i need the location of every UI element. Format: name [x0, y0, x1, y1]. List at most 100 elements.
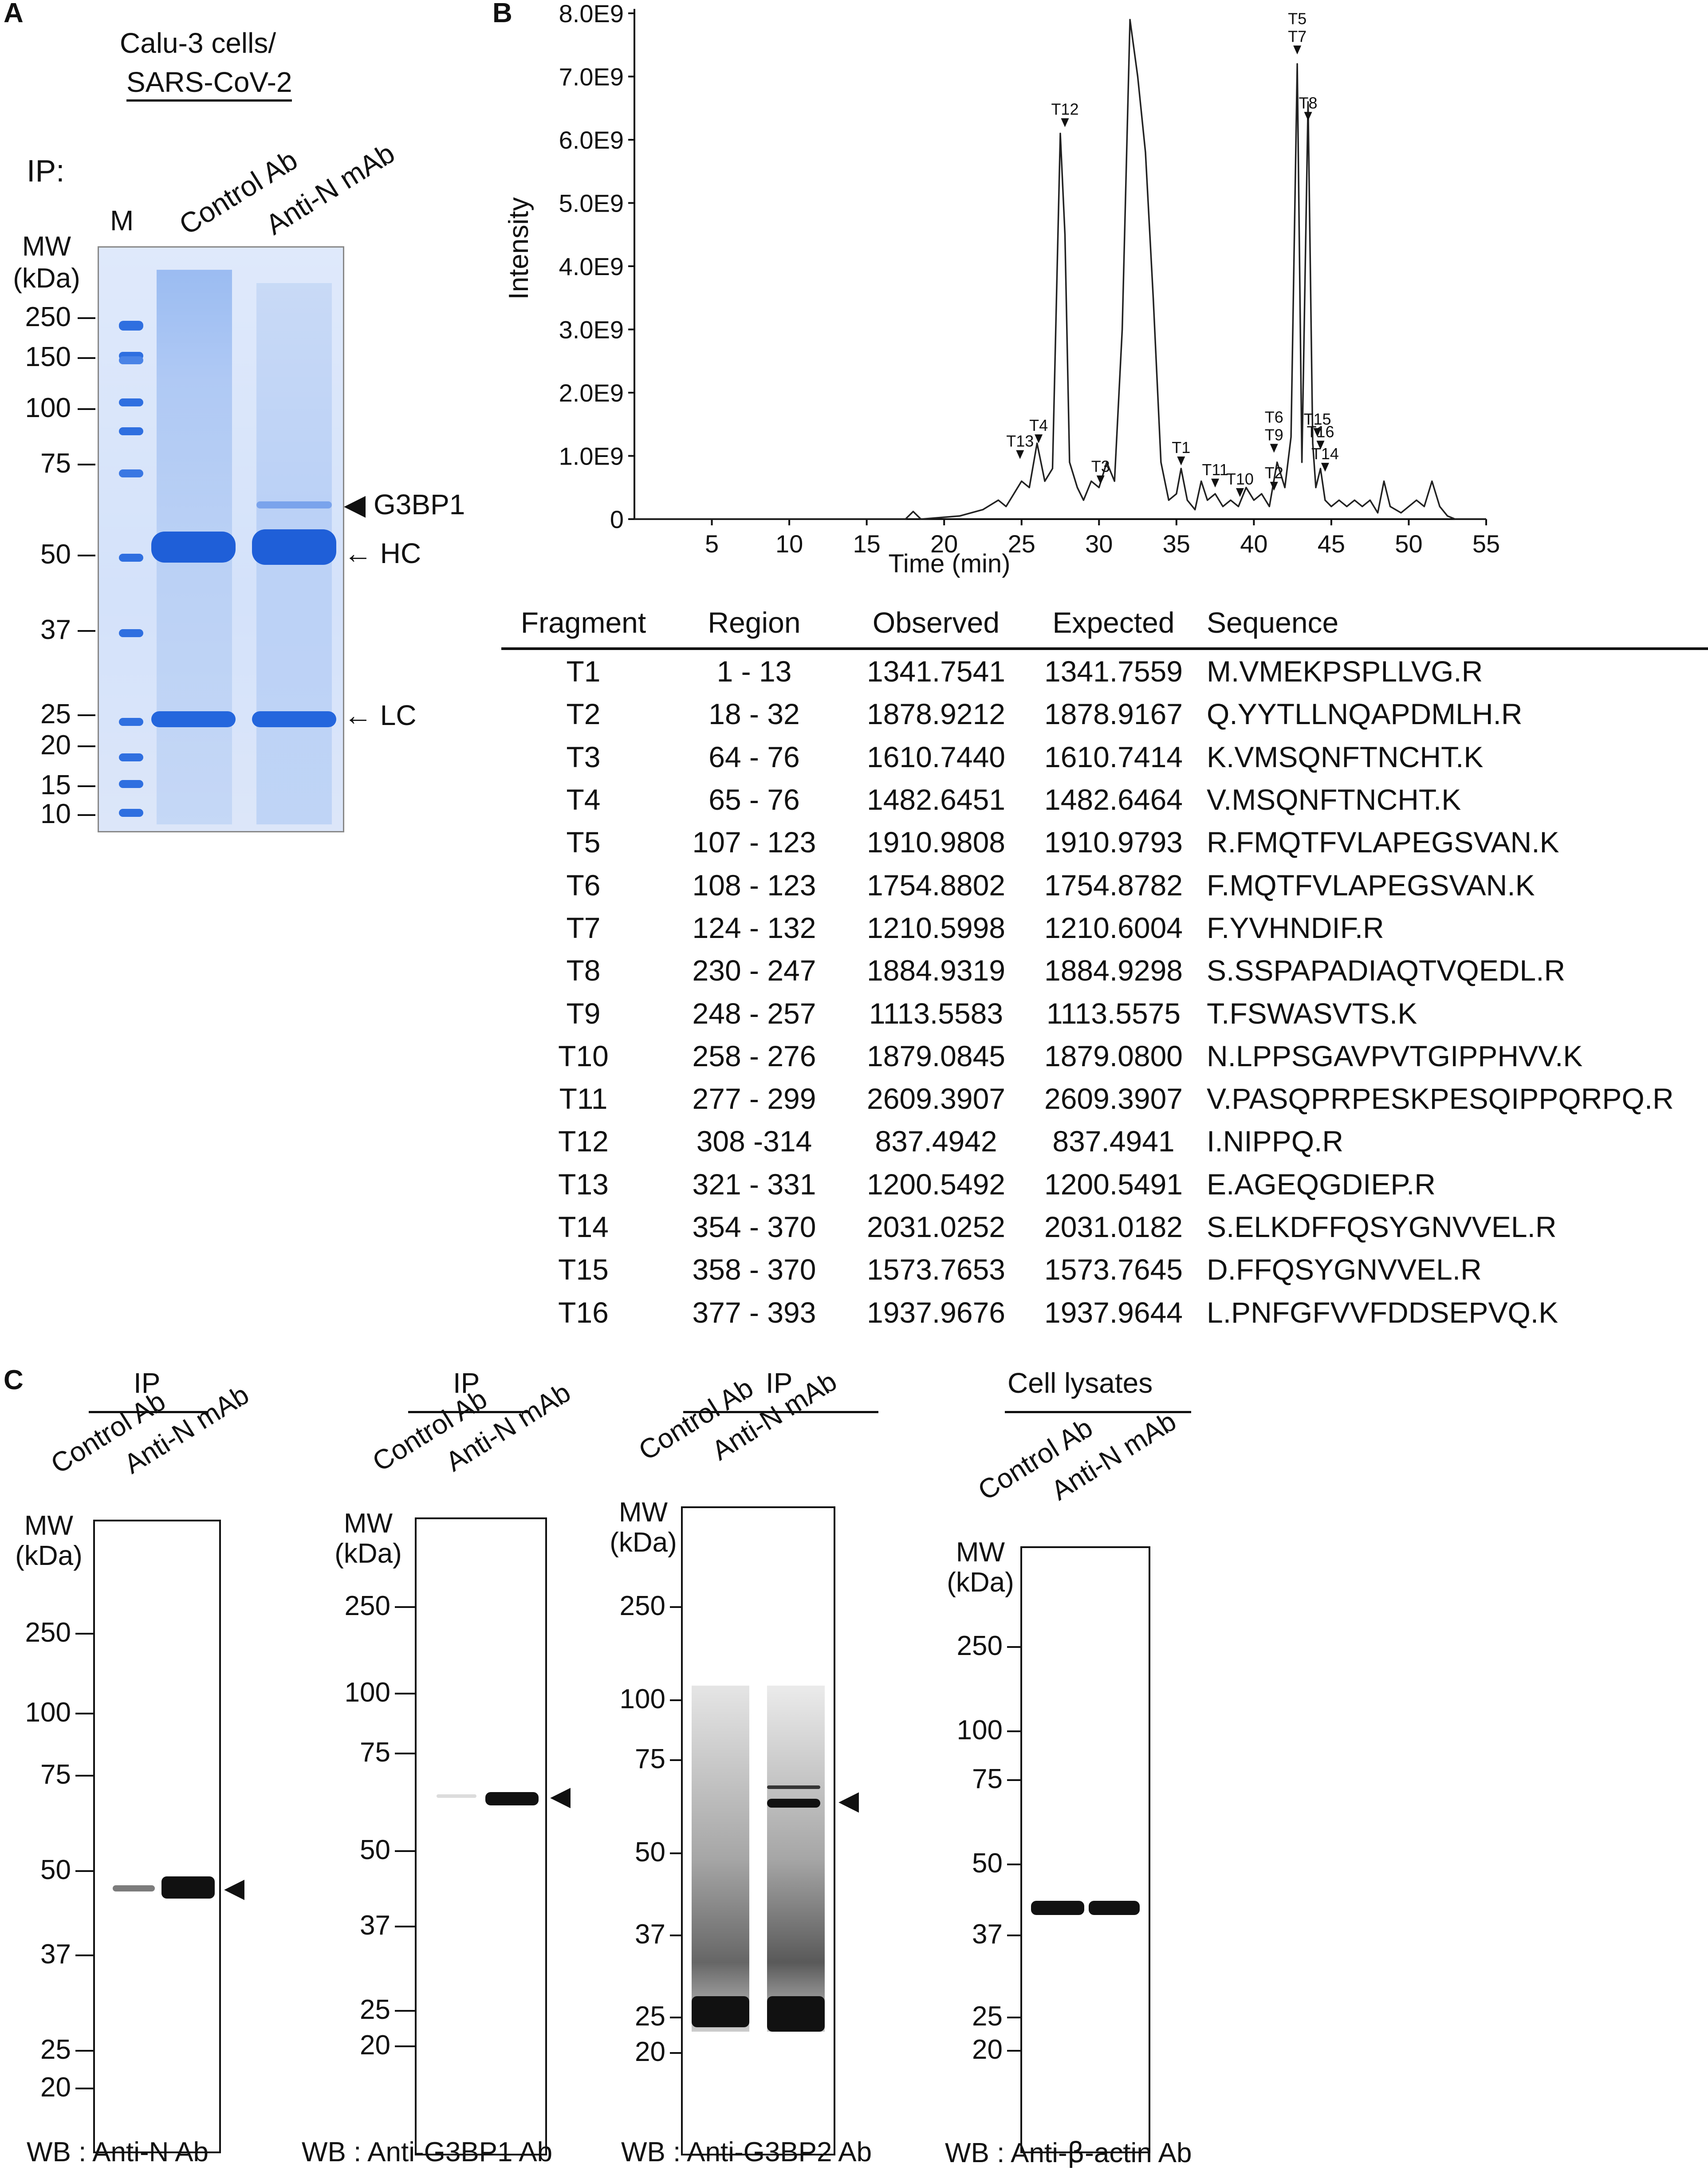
- protein-band: [1089, 1901, 1140, 1915]
- lane-smear: [767, 1686, 825, 2032]
- peak-marker-icon: [1304, 112, 1312, 121]
- table-cell: 248 - 257: [692, 997, 816, 1030]
- panel-a-lane-m: M: [110, 205, 134, 236]
- table-cell: T13: [558, 1167, 609, 1201]
- x-tick-label: 40: [1240, 530, 1267, 558]
- table-cell: 277 - 299: [692, 1082, 816, 1115]
- mw-title-line2: (kDa): [947, 1567, 1014, 1598]
- panel-a-mw-tick: [78, 555, 95, 556]
- mw-label: 50: [635, 1837, 665, 1868]
- blot-header-line: [89, 1411, 209, 1413]
- protein-band: [767, 1785, 820, 1789]
- panel-a-mw-tick: [78, 814, 95, 816]
- mw-tick: [395, 1850, 415, 1852]
- hc-annotation: ← HC: [344, 537, 421, 570]
- table-cell: T9: [566, 997, 601, 1030]
- panel-a-ip-label: IP:: [27, 154, 65, 188]
- table-cell: 321 - 331: [692, 1167, 816, 1201]
- table-cell: T5: [566, 826, 601, 859]
- blot-membrane: [681, 1506, 835, 2155]
- blot-membrane: [415, 1517, 547, 2155]
- table-cell: 1910.9808: [867, 826, 1005, 859]
- mw-tick: [1007, 1730, 1020, 1732]
- mw-title: MW (kDa): [603, 1497, 683, 1558]
- x-tick-label: 15: [853, 530, 880, 558]
- panel-a-mw-label: 25: [40, 699, 71, 729]
- mw-label: 25: [972, 2001, 1003, 2032]
- table-header: Sequence: [1198, 606, 1708, 650]
- mw-label: 100: [956, 1715, 1003, 1746]
- wb-label: WB : Anti-β-actin Ab: [945, 2136, 1192, 2169]
- panel-c-letter: C: [4, 1365, 24, 1395]
- table-header: Region: [665, 606, 843, 650]
- table-cell: S.SSPAPADIAQTVQEDL.R: [1207, 954, 1566, 987]
- mw-tick: [670, 1606, 681, 1608]
- table-cell: 1573.7653: [867, 1253, 1005, 1286]
- peak-label: T14: [1311, 445, 1339, 463]
- table-cell: 258 - 276: [692, 1039, 816, 1072]
- mw-tick: [395, 1753, 415, 1754]
- mw-label: 50: [360, 1835, 390, 1865]
- peak-label: T11: [1202, 461, 1228, 479]
- protein-band: [485, 1792, 539, 1805]
- mw-label: 37: [635, 1919, 665, 1950]
- mw-tick: [75, 1775, 93, 1777]
- table-cell: 1482.6464: [1044, 783, 1183, 816]
- table-cell: 358 - 370: [692, 1253, 816, 1286]
- peak-marker-icon: [1270, 481, 1278, 491]
- table-cell: T11: [559, 1082, 608, 1115]
- table-cell: 1754.8802: [867, 868, 1005, 902]
- mw-label: 250: [25, 1617, 71, 1648]
- table-cell: 1573.7645: [1044, 1253, 1183, 1286]
- panel-a-mw-tick: [78, 464, 95, 465]
- mw-title-line2: (kDa): [15, 1541, 83, 1571]
- table-cell: 1884.9298: [1044, 954, 1183, 987]
- table-cell: 1884.9319: [867, 954, 1005, 987]
- mw-label: 50: [40, 1855, 71, 1885]
- table-cell: 1910.9793: [1044, 826, 1183, 859]
- control-lc-band: [151, 711, 236, 727]
- mw-tick: [75, 1870, 93, 1872]
- peak-label: T3: [1091, 457, 1110, 476]
- lc-label: LC: [380, 699, 417, 731]
- mw-label: 20: [972, 2034, 1003, 2065]
- table-cell: 1754.8782: [1044, 868, 1183, 902]
- mw-label: 37: [360, 1910, 390, 1941]
- peak-marker-icon: [1177, 456, 1185, 465]
- y-tick-label: 3.0E9: [559, 316, 624, 344]
- table-cell: 1113.5583: [869, 997, 1004, 1030]
- mw-tick: [1007, 1935, 1020, 1936]
- panel-a-mw-tick: [78, 714, 95, 716]
- table-header: Fragment: [501, 606, 665, 650]
- mw-tick: [395, 1606, 415, 1608]
- g3bp1-annotation: ◀ G3BP1: [344, 488, 465, 521]
- panel-a-mw-label: 100: [25, 393, 71, 423]
- table-cell: 108 - 123: [692, 868, 816, 902]
- table-row: T15 358 - 370 1573.7653 1573.7645 D.FFQSYGNV…: [501, 1248, 1708, 1291]
- table-cell: Q.YYTLLNQAPDMLH.R: [1207, 697, 1523, 731]
- peak-marker-icon: [1211, 478, 1220, 488]
- table-cell: F.MQTFVLAPEGSVAN.K: [1207, 868, 1535, 902]
- mw-title: MW (kDa): [941, 1537, 1020, 1598]
- mw-tick: [395, 2010, 415, 2012]
- peak-label: T9: [1265, 426, 1283, 444]
- table-cell: T8: [566, 954, 601, 987]
- table-cell: M.VMEKPSPLLVG.R: [1207, 655, 1483, 688]
- mw-title: MW (kDa): [9, 1511, 89, 1571]
- protein-band: [437, 1794, 476, 1798]
- mw-label: 75: [972, 1764, 1003, 1794]
- table-cell: 2609.3907: [867, 1082, 1005, 1115]
- mw-tick: [1007, 1646, 1020, 1648]
- chromatogram-trace: [634, 19, 1486, 520]
- protein-band: [113, 1885, 155, 1891]
- mw-tick: [395, 1926, 415, 1927]
- peak-marker-icon: [1061, 118, 1069, 127]
- table-header: Expected: [1029, 606, 1198, 650]
- y-tick-label: 1.0E9: [559, 442, 624, 470]
- anti-n-g3bp1-band: [256, 501, 332, 508]
- peak-marker-icon: [1316, 441, 1325, 450]
- x-tick-label: 10: [775, 530, 803, 558]
- table-cell: 837.4941: [1052, 1125, 1175, 1158]
- panel-a-header-line1: Calu-3 cells/: [120, 27, 276, 59]
- marker-lane: [106, 248, 150, 831]
